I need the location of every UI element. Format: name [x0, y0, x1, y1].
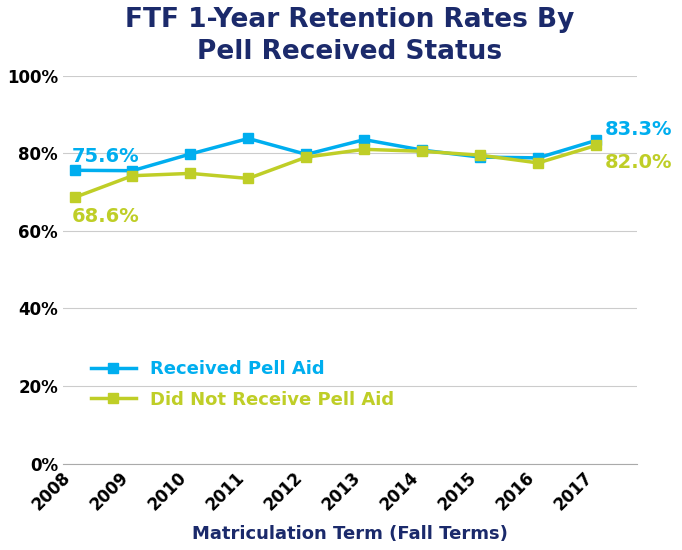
- Received Pell Aid: [128, 167, 136, 174]
- Line: Received Pell Aid: Received Pell Aid: [70, 134, 601, 175]
- Received Pell Aid: [186, 151, 194, 157]
- Text: 68.6%: 68.6%: [72, 207, 140, 227]
- Did Not Receive Pell Aid: [592, 142, 600, 148]
- Line: Did Not Receive Pell Aid: Did Not Receive Pell Aid: [70, 141, 601, 202]
- Did Not Receive Pell Aid: [302, 154, 310, 161]
- Received Pell Aid: [476, 154, 484, 161]
- Received Pell Aid: [244, 135, 252, 142]
- Text: 75.6%: 75.6%: [72, 147, 139, 166]
- Did Not Receive Pell Aid: [418, 148, 426, 155]
- X-axis label: Matriculation Term (Fall Terms): Matriculation Term (Fall Terms): [192, 525, 507, 543]
- Did Not Receive Pell Aid: [244, 175, 252, 182]
- Received Pell Aid: [302, 151, 310, 158]
- Text: 83.3%: 83.3%: [604, 120, 672, 139]
- Did Not Receive Pell Aid: [534, 160, 542, 166]
- Did Not Receive Pell Aid: [476, 152, 484, 158]
- Legend: Received Pell Aid, Did Not Receive Pell Aid: Received Pell Aid, Did Not Receive Pell …: [83, 353, 402, 416]
- Received Pell Aid: [592, 137, 600, 144]
- Text: 82.0%: 82.0%: [604, 153, 672, 172]
- Did Not Receive Pell Aid: [360, 146, 368, 153]
- Received Pell Aid: [534, 155, 542, 161]
- Received Pell Aid: [418, 147, 426, 153]
- Title: FTF 1-Year Retention Rates By
Pell Received Status: FTF 1-Year Retention Rates By Pell Recei…: [125, 7, 574, 65]
- Did Not Receive Pell Aid: [70, 194, 78, 201]
- Did Not Receive Pell Aid: [186, 170, 194, 177]
- Received Pell Aid: [70, 167, 78, 174]
- Received Pell Aid: [360, 136, 368, 143]
- Did Not Receive Pell Aid: [128, 173, 136, 179]
